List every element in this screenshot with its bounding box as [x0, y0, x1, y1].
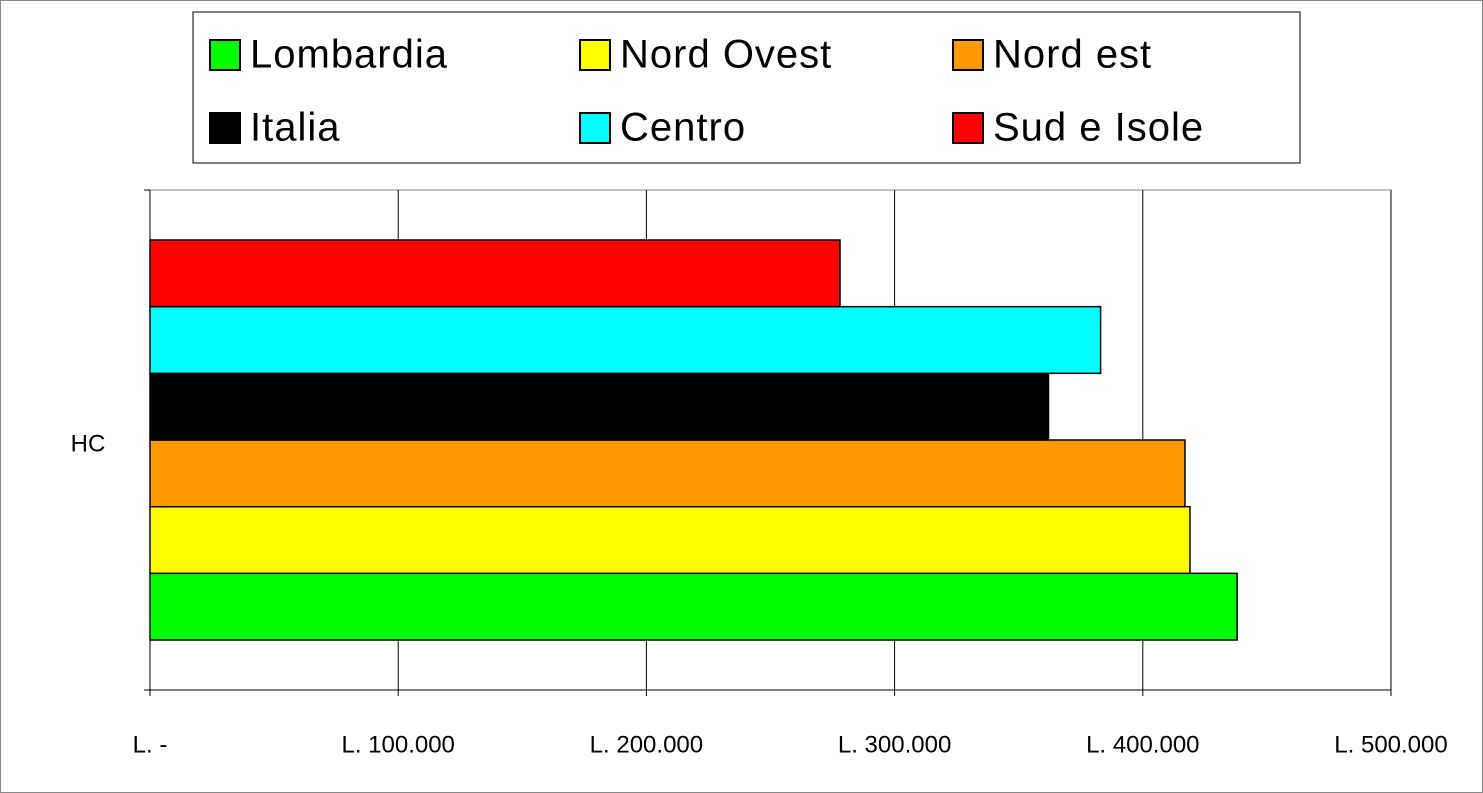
legend-swatch — [952, 39, 984, 71]
legend-swatch — [209, 39, 241, 71]
legend-label: Italia — [250, 106, 341, 150]
x-tick-label: L. 500.000 — [1334, 731, 1447, 758]
legend-box — [192, 11, 1301, 164]
bar — [149, 505, 1191, 575]
legend-swatch — [579, 112, 611, 144]
bar — [149, 305, 1102, 375]
bar — [149, 372, 1050, 441]
legend-swatch — [579, 39, 611, 71]
y-tick-label: HC — [71, 430, 106, 457]
legend-label: Nord Ovest — [620, 33, 832, 77]
legend-label: Lombardia — [250, 33, 448, 77]
x-tick-label: L. 200.000 — [590, 731, 703, 758]
legend-label: Nord est — [993, 33, 1152, 77]
x-tick-label: L. 300.000 — [838, 731, 951, 758]
x-tick-label: L. 100.000 — [341, 731, 454, 758]
x-tick-label: L. 400.000 — [1086, 731, 1199, 758]
legend-label: Sud e Isole — [993, 106, 1204, 150]
legend-label: Centro — [620, 106, 746, 150]
legend-swatch — [952, 112, 984, 144]
legend-swatch — [209, 112, 241, 144]
x-tick-label: L. - — [133, 731, 168, 758]
bar — [149, 572, 1238, 641]
bar — [149, 439, 1186, 508]
bar — [149, 239, 841, 308]
